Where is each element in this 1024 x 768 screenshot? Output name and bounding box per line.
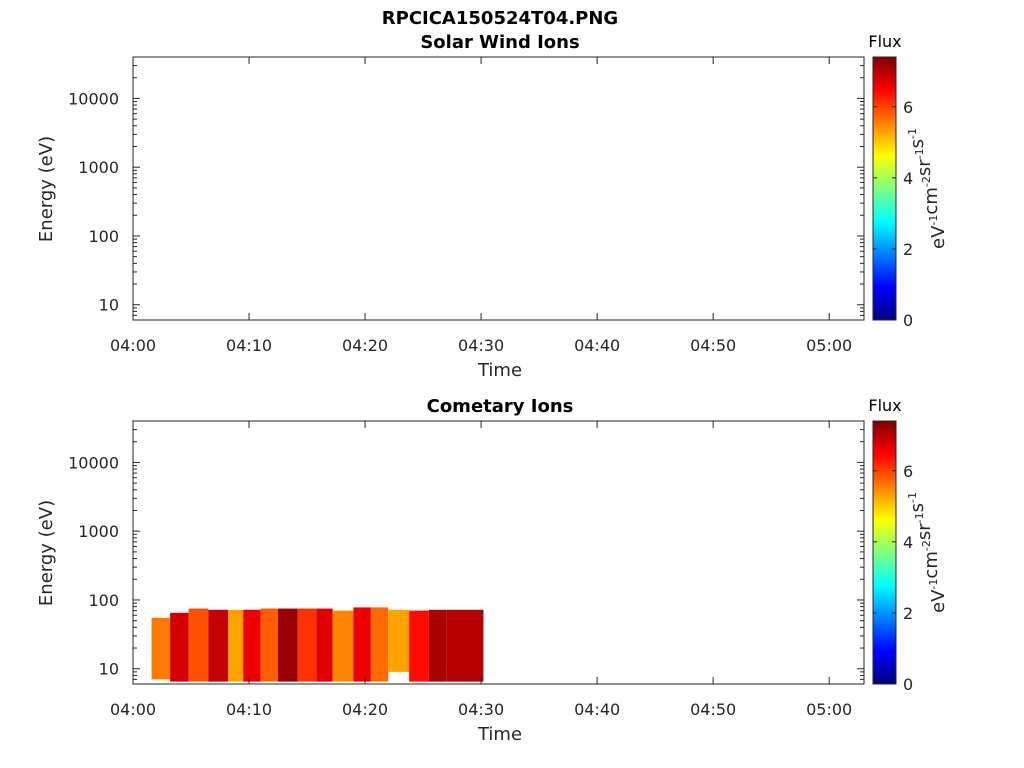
y-tick-label: 10000 xyxy=(68,453,119,472)
panel-title: Cometary Ions xyxy=(427,396,574,417)
y-tick-label: 10000 xyxy=(68,89,119,108)
y-axis-label: Energy (eV) xyxy=(36,136,57,242)
y-tick-label: 10 xyxy=(99,296,119,315)
colorbar-unit-label: eV-1cm-2sr-1s-1 xyxy=(906,492,949,613)
plot-frame xyxy=(132,56,865,321)
heatmap-cell xyxy=(151,617,171,680)
y-axis-label: Energy (eV) xyxy=(36,500,57,606)
cometary-ions-panel: Cometary Ions Energy (eV) Time Flux 04:0… xyxy=(36,396,949,745)
x-tick-label: 04:10 xyxy=(226,336,272,355)
heatmap-cell xyxy=(260,608,279,682)
x-tick-label: 04:20 xyxy=(342,336,388,355)
x-tick-label: 04:50 xyxy=(690,336,736,355)
y-tick-label: 10 xyxy=(99,660,119,679)
x-tick-label: 04:10 xyxy=(226,700,272,719)
y-tick-label: 100 xyxy=(88,591,119,610)
heatmap-cell xyxy=(370,607,389,682)
x-axis-label: Time xyxy=(477,724,522,745)
heatmap-cell xyxy=(278,608,298,682)
y-tick-label: 100 xyxy=(88,227,119,246)
y-tick-label: 1000 xyxy=(78,522,119,541)
solar-wind-ions-panel: Solar Wind Ions Energy (eV) Time Flux 04… xyxy=(36,32,949,381)
y-tick-label: 1000 xyxy=(78,158,119,177)
x-tick-label: 04:20 xyxy=(342,700,388,719)
colorbar-unit-label: eV-1cm-2sr-1s-1 xyxy=(906,128,949,249)
heatmap-cell xyxy=(428,609,447,682)
x-tick-label: 04:00 xyxy=(110,700,156,719)
heatmap-cell xyxy=(316,608,333,682)
colorbar-tick-label: 6 xyxy=(903,98,913,117)
heatmap-cell xyxy=(188,608,209,682)
colorbar-tick-label: 4 xyxy=(903,533,913,552)
x-tick-label: 04:30 xyxy=(458,336,504,355)
heatmap-cell xyxy=(228,609,244,682)
colorbar-title: Flux xyxy=(868,32,901,51)
x-tick-label: 04:40 xyxy=(574,700,620,719)
colorbar-tick-label: 0 xyxy=(903,675,913,694)
figure-title: RPCICA150524T04.PNG xyxy=(382,8,618,29)
x-axis-label: Time xyxy=(477,360,522,381)
heatmap-cell xyxy=(332,610,354,682)
x-tick-label: 04:30 xyxy=(458,700,504,719)
colorbar-tick-label: 2 xyxy=(903,240,913,259)
heatmap-cells xyxy=(151,607,484,682)
colorbar-tick-label: 0 xyxy=(903,311,913,330)
colorbar-tick-label: 6 xyxy=(903,462,913,481)
panel-title: Solar Wind Ions xyxy=(420,32,579,53)
heatmap-cell xyxy=(243,609,261,682)
colorbar-tick-label: 2 xyxy=(903,604,913,623)
colorbar xyxy=(872,420,897,685)
heatmap-cell xyxy=(409,610,429,682)
x-tick-label: 04:50 xyxy=(690,700,736,719)
heatmap-cell xyxy=(388,609,410,672)
heatmap-cell xyxy=(446,609,484,682)
heatmap-cell xyxy=(353,607,371,682)
x-tick-label: 04:40 xyxy=(574,336,620,355)
x-tick-label: 05:00 xyxy=(806,336,852,355)
heatmap-cell xyxy=(208,609,229,682)
x-tick-label: 05:00 xyxy=(806,700,852,719)
colorbar-tick-label: 4 xyxy=(903,169,913,188)
colorbar-title: Flux xyxy=(868,396,901,415)
x-tick-label: 04:00 xyxy=(110,336,156,355)
colorbar xyxy=(872,56,897,321)
heatmap-cell xyxy=(170,612,189,682)
plot-frame xyxy=(132,420,865,685)
heatmap-cell xyxy=(297,608,317,682)
